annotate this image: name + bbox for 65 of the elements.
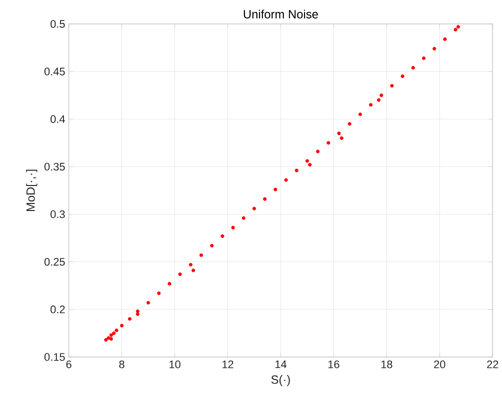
point — [337, 132, 341, 136]
point — [340, 136, 344, 140]
x-axis-title: S(·) — [271, 375, 290, 386]
y-axis-title: MoD[·,·] — [26, 170, 38, 212]
x-tick-label: 16 — [328, 360, 340, 368]
point — [400, 74, 404, 78]
point — [128, 317, 132, 321]
point — [192, 268, 196, 272]
point — [109, 337, 113, 341]
point — [112, 331, 116, 336]
y-tick-label: 0.35 — [44, 162, 65, 171]
point — [252, 206, 256, 210]
y-tick-label: 0.3 — [50, 210, 65, 218]
point — [220, 234, 224, 238]
y-tick-label: 0.4 — [50, 115, 65, 124]
point — [242, 216, 246, 220]
point — [376, 98, 381, 102]
x-tick-label: 18 — [381, 360, 392, 368]
point — [422, 56, 426, 60]
point — [390, 84, 394, 88]
x-tick-label: 22 — [487, 360, 498, 368]
y-tick-label: 0.2 — [50, 306, 65, 314]
point — [136, 312, 140, 316]
point — [284, 178, 288, 182]
point — [308, 163, 312, 167]
point — [199, 253, 204, 258]
point — [326, 141, 330, 145]
point — [188, 262, 192, 267]
x-tick-label: 20 — [434, 360, 446, 368]
point — [104, 338, 108, 342]
x-tick-label: 12 — [222, 360, 234, 368]
point — [120, 324, 124, 328]
point — [305, 159, 309, 163]
point — [109, 333, 113, 337]
y-tick-label: 0.25 — [44, 258, 65, 266]
point — [157, 292, 161, 296]
point — [210, 244, 214, 248]
y-tick-label: 0.5 — [50, 20, 65, 28]
point — [368, 103, 373, 107]
point — [231, 226, 235, 230]
point — [114, 328, 118, 332]
point — [294, 168, 298, 172]
point — [146, 301, 150, 305]
point — [432, 46, 436, 51]
point — [178, 272, 182, 276]
y-tick-label: 0.45 — [44, 68, 65, 76]
x-tick-label: 14 — [275, 360, 286, 368]
point — [456, 25, 460, 29]
point — [106, 336, 110, 340]
y-tick-label: 0.15 — [44, 353, 65, 361]
point — [316, 150, 320, 154]
point — [380, 94, 384, 98]
point — [443, 37, 447, 42]
chart-title: Uniform Noise — [244, 10, 318, 19]
x-tick-label: 10 — [170, 360, 180, 368]
point — [358, 112, 362, 116]
point — [411, 66, 415, 70]
point — [168, 282, 172, 286]
x-tick-label: 6 — [66, 360, 72, 368]
point — [263, 197, 267, 201]
point — [274, 188, 278, 192]
point — [454, 28, 458, 32]
point — [136, 310, 140, 314]
point — [348, 122, 352, 126]
x-tick-label: 8 — [119, 360, 124, 368]
